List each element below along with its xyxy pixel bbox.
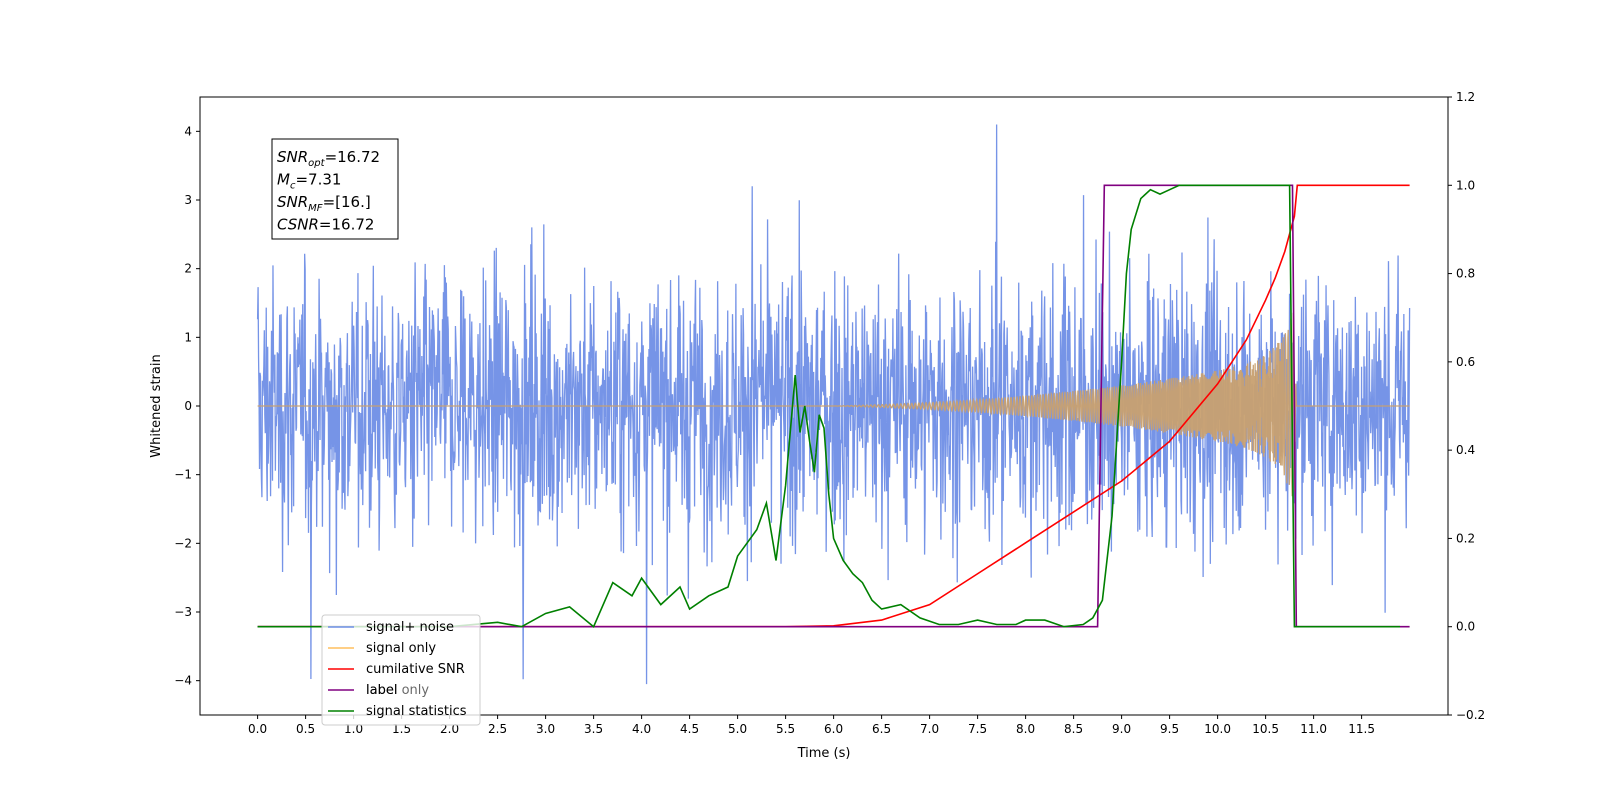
y-tick-label: 4 (184, 124, 192, 138)
y-tick-label: −1 (174, 468, 192, 482)
x-tick-label: 7.5 (968, 722, 987, 736)
series-cumilative-snr (257, 184, 1410, 628)
annotation-line: Mc=7.31 (277, 171, 341, 192)
x-tick-label: 5.5 (776, 722, 795, 736)
annotation-line: SNRMF=[16.] (277, 193, 371, 214)
legend-label: cumilative SNR (366, 662, 465, 677)
y2-tick-label: 1.2 (1456, 90, 1475, 104)
x-tick-label: 6.0 (824, 722, 843, 736)
annotation-line: SNRopt=16.72 (277, 148, 380, 169)
x-tick-label: 3.5 (584, 722, 603, 736)
series-signal-only (257, 312, 1410, 497)
x-tick-label: 9.5 (1160, 722, 1179, 736)
y2-tick-label: 0.2 (1456, 531, 1475, 545)
plot-area (256, 124, 1411, 685)
x-tick-label: 4.5 (680, 722, 699, 736)
legend: signal+ noise signal only cumilative SNR la… (321, 614, 481, 726)
x-tick-label: 7.0 (920, 722, 939, 736)
x-tick-label: 9.0 (1112, 722, 1131, 736)
y-axis-label: Whitened strain (149, 354, 164, 457)
x-tick-label: 11.0 (1300, 722, 1327, 736)
y2-tick-label: 0.4 (1456, 443, 1475, 457)
legend-frame (321, 614, 481, 726)
y2-tick-label: −0.2 (1456, 708, 1485, 722)
x-tick-label: 3.0 (536, 722, 555, 736)
series-signal-statistics (257, 184, 1400, 629)
legend-ghost-label: label only (366, 683, 429, 698)
y-tick-label: 1 (184, 330, 192, 344)
x-tick-label: 2.5 (488, 722, 507, 736)
y-axis-left: −4 −3 −2 −1 0 1 2 3 4 (174, 124, 200, 688)
y-tick-label: −2 (174, 536, 192, 550)
y2-tick-label: 0.6 (1456, 355, 1475, 369)
y-tick-label: −4 (174, 674, 192, 688)
legend-label: signal statistics (366, 704, 467, 719)
y2-tick-label: 0.0 (1456, 620, 1475, 634)
x-tick-label: 11.5 (1348, 722, 1375, 736)
y-tick-label: −3 (174, 605, 192, 619)
x-tick-label: 0.5 (296, 722, 315, 736)
x-axis: 0.0 0.5 1.0 1.5 2.0 2.5 3.0 3.5 4.0 4.5 5.0 5.5 6.0 6… (248, 715, 1375, 736)
legend-label: signal only (366, 641, 436, 656)
x-tick-label: 0.0 (248, 722, 267, 736)
legend-label: signal+ noise (366, 620, 454, 635)
y-axis-right: −0.2 0.0 0.2 0.4 0.6 0.8 1.0 1.2 (1448, 90, 1485, 722)
x-axis-label: Time (s) (797, 746, 851, 761)
x-tick-label: 5.0 (728, 722, 747, 736)
legend-label: label (366, 683, 397, 698)
annotation-line: CSNR=16.72 (277, 216, 374, 234)
annotation-frame (271, 138, 399, 240)
y2-tick-label: 1.0 (1456, 178, 1475, 192)
x-tick-label: 8.5 (1064, 722, 1083, 736)
y2-tick-label: 0.8 (1456, 267, 1475, 281)
y-tick-label: 2 (184, 262, 192, 276)
x-tick-label: 6.5 (872, 722, 891, 736)
y-tick-label: 3 (184, 193, 192, 207)
y-tick-label: 0 (184, 399, 192, 413)
x-tick-label: 10.5 (1252, 722, 1279, 736)
x-tick-label: 4.0 (632, 722, 651, 736)
x-tick-label: 10.0 (1204, 722, 1231, 736)
x-tick-label: 8.0 (1016, 722, 1035, 736)
